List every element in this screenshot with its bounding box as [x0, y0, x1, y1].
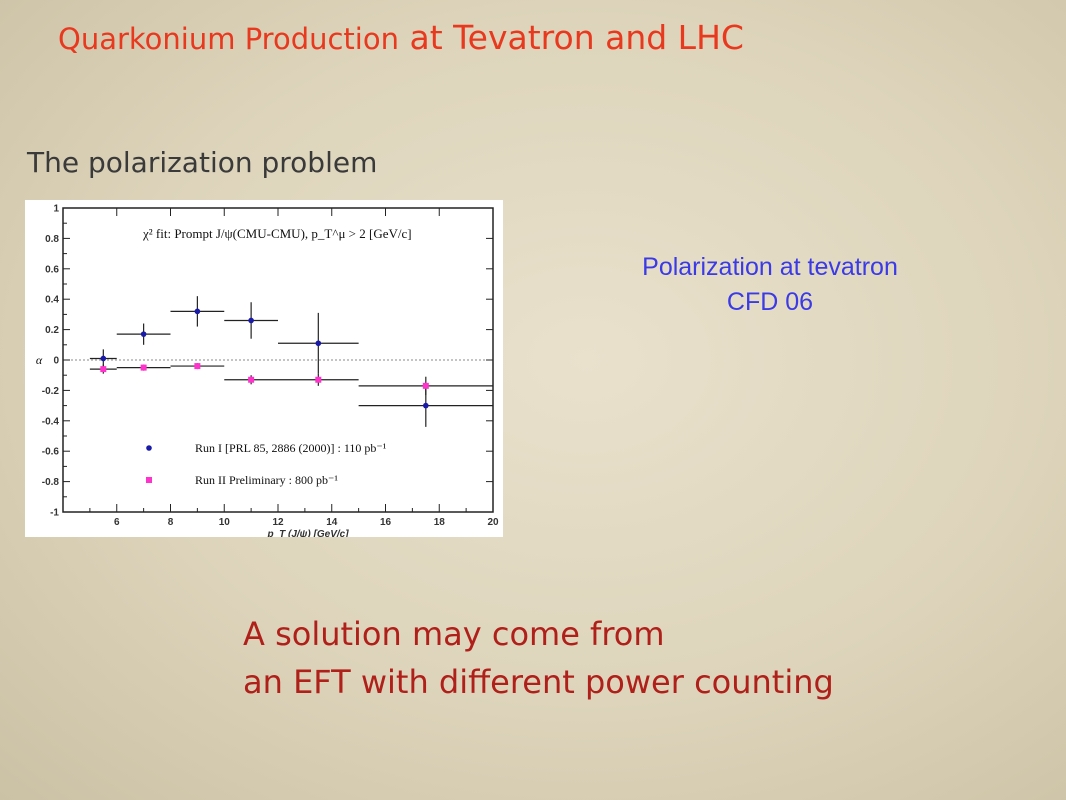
data-point — [315, 376, 322, 383]
y-tick-label: 0.2 — [45, 325, 59, 336]
y-tick-label: -0.2 — [42, 386, 60, 397]
x-tick-label: 6 — [114, 517, 120, 528]
caption-line-2: CFD 06 — [726, 288, 814, 316]
slide-title-part1: Quarkonium Production — [58, 22, 399, 56]
slide-title-part2: at Tevatron and LHC — [398, 18, 744, 57]
x-tick-label: 10 — [219, 517, 231, 528]
conclusion-text: A solution may come from an EFT with dif… — [243, 610, 834, 706]
y-axis-label: α — [36, 353, 43, 367]
legend-entry: Run II Preliminary : 800 pb⁻¹ — [195, 473, 338, 487]
x-tick-label: 14 — [326, 517, 338, 528]
data-point — [315, 340, 322, 347]
y-tick-label: 0.6 — [45, 264, 59, 275]
x-tick-label: 18 — [434, 517, 446, 528]
y-tick-label: 0.8 — [45, 234, 59, 245]
y-tick-label: 1 — [53, 204, 59, 215]
x-tick-label: 12 — [272, 517, 284, 528]
x-tick-label: 20 — [487, 517, 499, 528]
y-tick-label: 0.4 — [45, 295, 59, 306]
data-point — [194, 363, 201, 370]
y-tick-label: -0.8 — [42, 477, 60, 488]
slide-subtitle: The polarization problem — [27, 146, 378, 179]
plot-caption: Polarization at tevatron CFD 06 — [560, 250, 980, 320]
y-tick-label: -0.6 — [42, 447, 60, 458]
data-point — [140, 331, 147, 337]
legend-marker — [146, 477, 152, 483]
data-point — [194, 308, 201, 315]
y-tick-label: -1 — [50, 508, 59, 519]
slide-title: Quarkonium Production at Tevatron and LH… — [58, 18, 744, 57]
data-point — [100, 355, 107, 362]
legend-marker — [146, 445, 152, 451]
data-point — [248, 317, 254, 324]
polarization-plot: -1 -0.8 -0.6 -0.4 -0.2 0 0.2 0.4 0.6 0.8 1 6 8 10 12 14… — [25, 200, 503, 537]
polarization-plot-svg: -1-0.8-0.6-0.4-0.200.20.40.60.816 8 10 12 14… — [36, 204, 499, 538]
chart-title: χ² fit: Prompt J/ψ(CMU-CMU), p_T^μ > 2 [… — [142, 226, 412, 241]
data-point — [100, 366, 107, 373]
data-point — [422, 382, 429, 389]
conclusion-line-1: A solution may come from — [243, 615, 665, 653]
conclusion-line-2: an EFT with different power counting — [243, 663, 834, 701]
data-point — [248, 376, 255, 383]
data-point — [423, 402, 429, 409]
legend-entry: Run I [PRL 85, 2886 (2000)] : 110 pb⁻¹ — [195, 441, 387, 455]
y-tick-label: -0.4 — [42, 416, 60, 427]
x-tick-label: 8 — [168, 517, 174, 528]
x-axis-label: p_T (J/ψ) [GeV/c] — [266, 529, 349, 537]
y-tick-label: 0 — [53, 356, 59, 367]
data-point — [140, 364, 147, 371]
caption-line-1: Polarization at tevatron — [642, 253, 898, 281]
x-tick-label: 16 — [380, 517, 392, 528]
